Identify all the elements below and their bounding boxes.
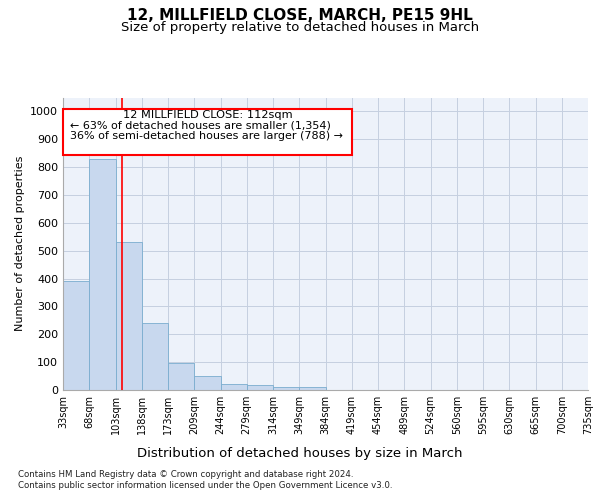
Text: Contains HM Land Registry data © Crown copyright and database right 2024.: Contains HM Land Registry data © Crown c…	[18, 470, 353, 479]
Text: Size of property relative to detached houses in March: Size of property relative to detached ho…	[121, 21, 479, 34]
Text: 12, MILLFIELD CLOSE, MARCH, PE15 9HL: 12, MILLFIELD CLOSE, MARCH, PE15 9HL	[127, 8, 473, 22]
Bar	[63, 282, 89, 390]
Text: 36% of semi-detached houses are larger (788) →: 36% of semi-detached houses are larger (…	[70, 131, 343, 141]
Text: 12 MILLFIELD CLOSE: 112sqm: 12 MILLFIELD CLOSE: 112sqm	[122, 110, 292, 120]
FancyBboxPatch shape	[63, 108, 352, 154]
Bar	[89, 159, 115, 390]
Bar	[168, 363, 194, 390]
Bar	[142, 323, 168, 390]
Text: Contains public sector information licensed under the Open Government Licence v3: Contains public sector information licen…	[18, 481, 392, 490]
Bar	[194, 376, 221, 390]
Text: ← 63% of detached houses are smaller (1,354): ← 63% of detached houses are smaller (1,…	[70, 120, 331, 130]
Y-axis label: Number of detached properties: Number of detached properties	[14, 156, 25, 332]
Bar	[247, 385, 273, 390]
Bar	[299, 387, 325, 390]
Bar	[273, 386, 299, 390]
Bar	[221, 384, 247, 390]
Bar	[115, 242, 142, 390]
Text: Distribution of detached houses by size in March: Distribution of detached houses by size …	[137, 448, 463, 460]
